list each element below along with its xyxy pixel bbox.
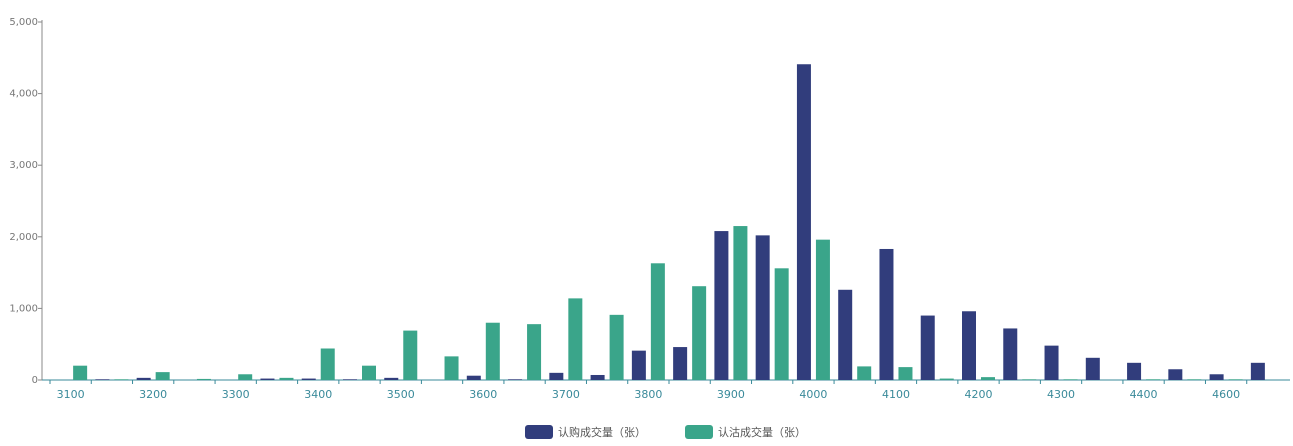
x-tick-label: 3500 (387, 388, 415, 401)
bar (155, 372, 170, 380)
bar (343, 379, 357, 380)
bar (796, 64, 811, 380)
bar (1228, 379, 1243, 380)
legend-label: 认购成交量（张） (558, 425, 646, 439)
x-tick-label: 4100 (882, 388, 910, 401)
y-tick-label: 4,000 (9, 89, 38, 100)
y-tick-label: 0 (32, 375, 38, 386)
bar (260, 378, 275, 380)
x-tick-label: 4200 (965, 388, 993, 401)
legend-label: 认沽成交量（张） (718, 425, 806, 439)
bar (485, 322, 500, 380)
bar (755, 235, 770, 380)
bar (733, 226, 748, 380)
bar (362, 365, 376, 380)
bar (1168, 369, 1183, 380)
y-tick-label: 1,000 (9, 303, 38, 314)
bar (1127, 362, 1142, 380)
bar (981, 377, 995, 380)
bar (714, 231, 729, 380)
bar (136, 377, 151, 380)
bar (815, 239, 830, 380)
bar (1146, 379, 1161, 380)
bar (238, 374, 253, 380)
bar (692, 286, 707, 380)
x-tick-label: 3400 (304, 388, 332, 401)
bar (95, 379, 110, 380)
bar (1209, 374, 1224, 380)
y-tick-label: 3,000 (9, 160, 38, 171)
x-tick-label: 4300 (1047, 388, 1075, 401)
bar (466, 375, 481, 380)
y-tick-label: 5,000 (9, 17, 38, 28)
bar (590, 374, 605, 380)
bar (549, 372, 564, 380)
bar (857, 366, 872, 380)
x-tick-label: 4000 (799, 388, 827, 401)
bar (1044, 345, 1059, 380)
x-tick-label: 3900 (717, 388, 745, 401)
bar (196, 378, 211, 380)
x-tick-label: 3100 (57, 388, 85, 401)
x-tick-label: 4600 (1212, 388, 1240, 401)
bar (1022, 379, 1037, 380)
bar (508, 379, 523, 380)
x-tick-label: 4400 (1130, 388, 1158, 401)
bar (320, 348, 335, 380)
bar (774, 268, 789, 380)
x-tick-label: 3700 (552, 388, 580, 401)
bar (384, 377, 399, 380)
bar (939, 378, 954, 380)
bar (1003, 328, 1018, 380)
bar (1187, 379, 1202, 380)
bar (1250, 362, 1265, 380)
bar (920, 315, 935, 380)
bar (73, 365, 88, 380)
bar (673, 347, 688, 380)
bar (609, 314, 624, 380)
x-tick-label: 3200 (139, 388, 167, 401)
legend-swatch (525, 425, 553, 439)
bar (301, 378, 316, 380)
bar (114, 379, 129, 380)
y-tick-label: 2,000 (9, 232, 38, 243)
bar (631, 350, 646, 380)
bar (279, 377, 294, 380)
bar (1063, 379, 1078, 380)
bar (962, 311, 976, 380)
legend-swatch (685, 425, 713, 439)
x-tick-label: 3300 (222, 388, 250, 401)
bar (568, 298, 583, 380)
bar (838, 289, 853, 380)
x-tick-label: 3600 (469, 388, 497, 401)
bar (879, 248, 894, 380)
bar (650, 263, 665, 380)
bar (403, 330, 418, 380)
bar (898, 367, 913, 380)
bar (444, 356, 459, 380)
bar (1085, 357, 1100, 380)
bar (527, 324, 542, 380)
x-tick-label: 3800 (634, 388, 662, 401)
